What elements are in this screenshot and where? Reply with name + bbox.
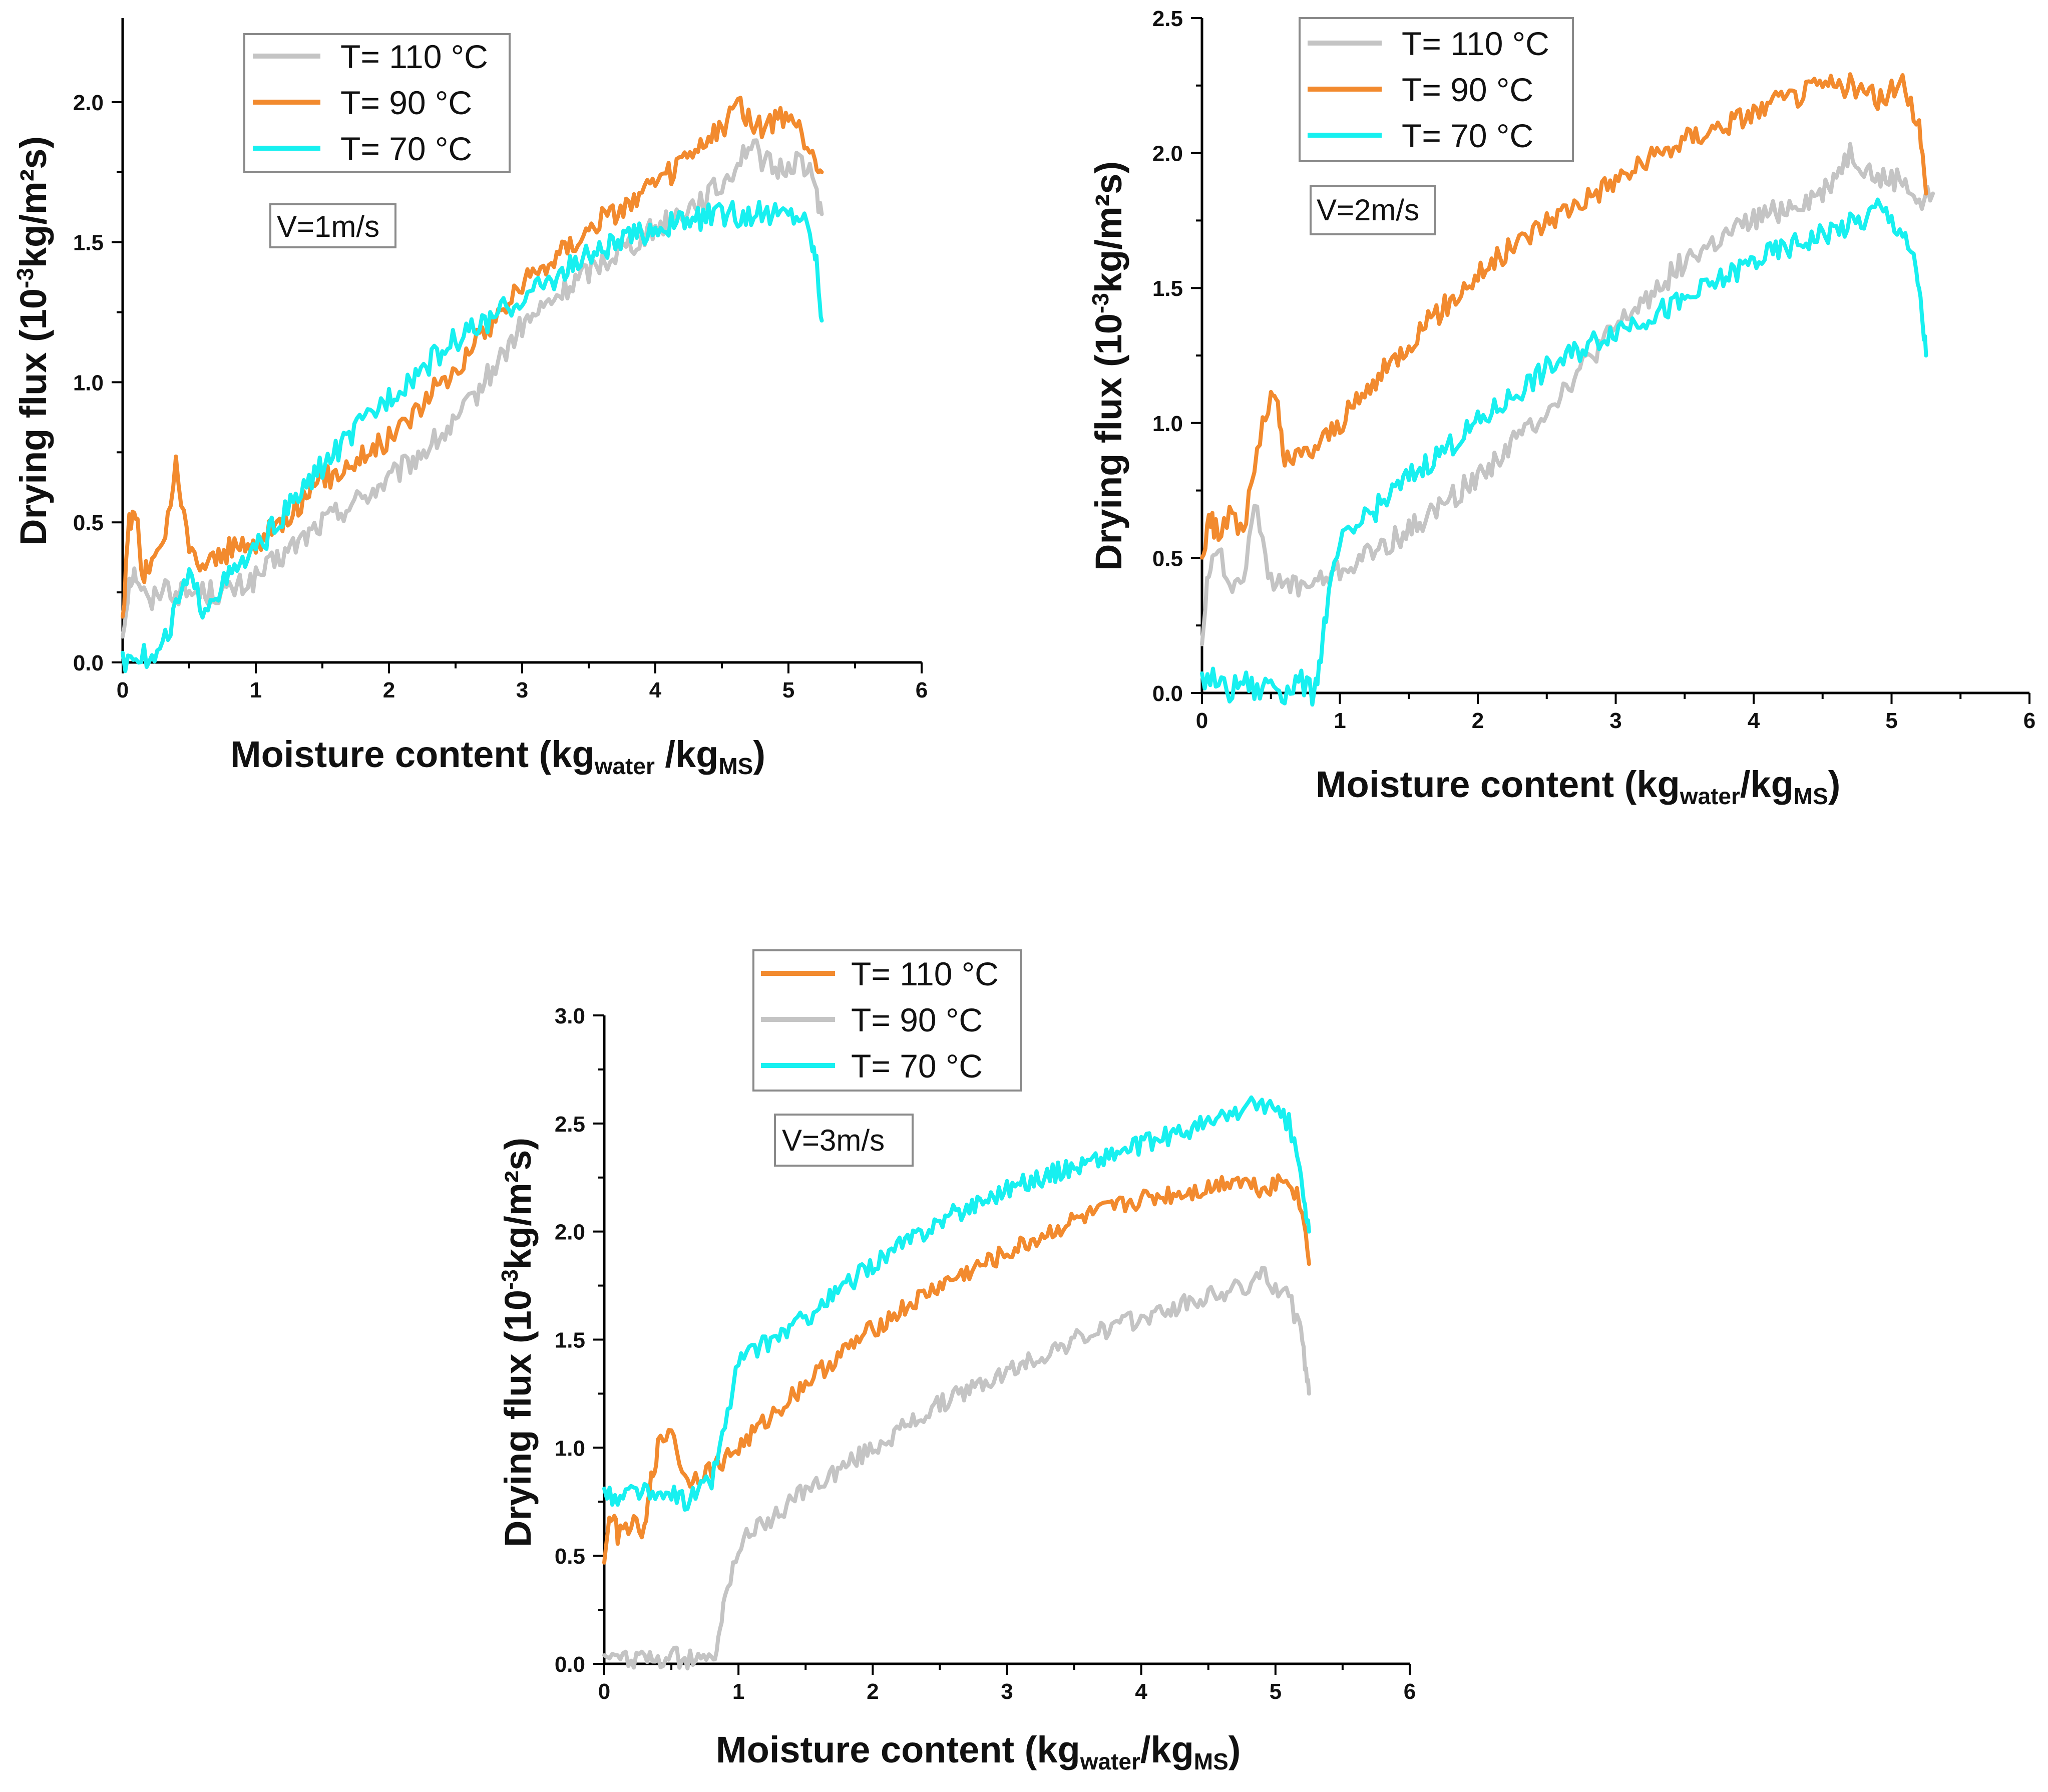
series-line-2 (121, 96, 824, 619)
y-tick-label: 0.5 (73, 511, 104, 535)
x-tick-label: 2 (383, 678, 395, 702)
chart-panel-v1: 0 1 2 3 4 5 6 0.0 0.5 1.0 1.5 2.0 Moisture content … (12, 18, 928, 779)
series-group-v1 (121, 96, 824, 673)
legend: T= 110 °C T= 90 °C T= 70 °C (243, 33, 511, 173)
annotation-frame (1310, 185, 1436, 235)
x-tick-label: 0 (1196, 708, 1208, 733)
velocity-annotation: V=1m/s (269, 203, 396, 248)
legend: T= 110 °C T= 90 °C T= 70 °C (752, 949, 1022, 1092)
x-tick-label: 5 (1270, 1679, 1282, 1704)
x-tick-label: 6 (916, 678, 928, 702)
x-tick-label: 0 (117, 678, 129, 702)
y-tick-label: 0.5 (1152, 546, 1183, 571)
legend-label: T= 90 °C (1402, 71, 1533, 108)
ticks-v3: 0 1 2 3 4 5 6 0.0 0.5 1.0 1.5 2.0 2.5 3.0 (555, 1004, 1416, 1704)
annotation-frame (774, 1114, 914, 1167)
legend-label: T= 110 °C (1402, 25, 1549, 62)
x-tick-label: 3 (1609, 708, 1621, 733)
y-tick-label: 1.0 (555, 1436, 585, 1461)
y-axis-title: Drying flux (10-3kg/m²s) (497, 1138, 539, 1547)
y-tick-label: 0.0 (73, 651, 104, 675)
series-line-3 (1200, 197, 1928, 707)
x-tick-label: 1 (250, 678, 262, 702)
x-tick-label: 0 (598, 1679, 610, 1704)
legend-label: T= 90 °C (340, 84, 472, 121)
x-tick-label: 4 (1135, 1679, 1147, 1704)
y-tick-label: 2.0 (73, 91, 104, 115)
y-tick-label: 1.0 (73, 371, 104, 395)
chart-panel-v3: 0 1 2 3 4 5 6 0.0 0.5 1.0 1.5 2.0 2.5 3.0 Moisture co… (497, 949, 1416, 1774)
annotation-label: V=3m/s (782, 1124, 885, 1157)
series-group-v3 (602, 1095, 1311, 1671)
ticks-v1: 0 1 2 3 4 5 6 0.0 0.5 1.0 1.5 2.0 (73, 91, 928, 702)
x-tick-label: 3 (516, 678, 528, 702)
x-tick-label: 3 (1001, 1679, 1013, 1704)
series-line-2 (1200, 72, 1928, 560)
chart-panel-v2: 0 1 2 3 4 5 6 0.0 0.5 1.0 1.5 2.0 2.5 Moisture conte… (1087, 7, 2035, 809)
legend: T= 110 °C T= 90 °C T= 70 °C (1299, 17, 1574, 162)
annotation-label: V=1m/s (277, 210, 379, 243)
x-tick-label: 4 (1748, 708, 1760, 733)
x-tick-label: 6 (1404, 1679, 1416, 1704)
y-tick-label: 3.0 (555, 1004, 585, 1028)
series-line-2 (602, 1266, 1311, 1671)
x-tick-label: 5 (1885, 708, 1897, 733)
y-tick-label: 1.5 (1152, 276, 1183, 301)
legend-label: T= 110 °C (340, 38, 488, 75)
legend-label: T= 70 °C (851, 1047, 983, 1085)
x-axis-title: Moisture content (kgwater /kgMS) (230, 734, 765, 779)
y-axis-title: Drying flux (10-3kg/m²s) (12, 136, 54, 546)
velocity-annotation: V=3m/s (774, 1114, 914, 1167)
series-line-3 (602, 1095, 1311, 1512)
x-tick-label: 6 (2023, 708, 2035, 733)
ticks-v2: 0 1 2 3 4 5 6 0.0 0.5 1.0 1.5 2.0 2.5 (1152, 7, 2035, 733)
x-tick-label: 2 (1472, 708, 1484, 733)
y-tick-label: 2.5 (555, 1112, 585, 1137)
series-group-v2 (1200, 72, 1935, 707)
x-axis-title: Moisture content (kgwater/kgMS) (1316, 764, 1840, 809)
series-line-1 (1200, 142, 1935, 646)
x-tick-label: 4 (649, 678, 662, 702)
annotation-label: V=2m/s (1317, 193, 1419, 227)
velocity-annotation: V=2m/s (1310, 185, 1436, 235)
x-tick-label: 2 (867, 1679, 879, 1704)
series-line-1 (602, 1173, 1311, 1565)
y-tick-label: 0.5 (555, 1544, 585, 1569)
y-tick-label: 0.0 (555, 1652, 585, 1677)
y-tick-label: 0.0 (1152, 681, 1183, 706)
annotation-frame (269, 203, 396, 248)
legend-label: T= 110 °C (851, 955, 999, 992)
y-axis-title: Drying flux (10-3kg/m²s) (1087, 161, 1129, 571)
x-tick-label: 5 (782, 678, 794, 702)
series-line-3 (121, 200, 824, 673)
y-tick-label: 1.5 (73, 231, 104, 255)
x-tick-label: 1 (732, 1679, 744, 1704)
y-tick-label: 1.0 (1152, 412, 1183, 436)
y-tick-label: 2.5 (1152, 7, 1183, 31)
legend-label: T= 90 °C (851, 1001, 983, 1038)
legend-label: T= 70 °C (340, 130, 472, 167)
legend-label: T= 70 °C (1402, 117, 1533, 154)
x-tick-label: 1 (1334, 708, 1346, 733)
y-tick-label: 2.0 (1152, 142, 1183, 166)
y-tick-label: 2.0 (555, 1220, 585, 1245)
y-tick-label: 1.5 (555, 1328, 585, 1353)
series-line-1 (121, 138, 824, 639)
axes-v1 (121, 18, 922, 664)
x-axis-title: Moisture content (kgwater/kgMS) (716, 1729, 1241, 1774)
